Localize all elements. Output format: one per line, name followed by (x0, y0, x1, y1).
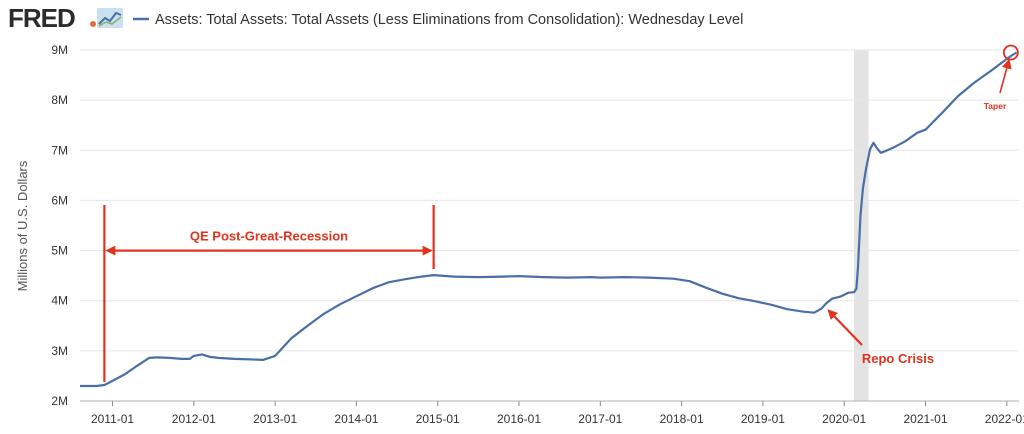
taper-arrow (999, 58, 1012, 94)
x-tick-label: 2011-01 (91, 412, 134, 426)
y-tick-label: 5M (51, 244, 68, 258)
repo-crisis-label: Repo Crisis (862, 351, 934, 366)
x-tick-label: 2021-01 (903, 412, 947, 426)
series-line (80, 51, 1018, 388)
fred-graph-icon (90, 8, 123, 28)
x-tick-label: 2014-01 (334, 412, 378, 426)
y-tick-label: 4M (51, 294, 68, 308)
y-axis-label: Millions of U.S. Dollars (15, 160, 30, 291)
y-tick-label: 3M (51, 344, 68, 358)
x-tick-label: 2017-01 (578, 412, 622, 426)
x-tick-label: 2022-01 (985, 412, 1024, 426)
y-tick-label: 2M (51, 394, 68, 408)
x-tick-label: 2020-01 (822, 412, 866, 426)
annotations: QE Post-Great-Recession Repo Crisis Taper (103, 44, 1019, 382)
x-tick-label: 2016-01 (497, 412, 541, 426)
x-tick-label: 2012-01 (172, 412, 216, 426)
repo-crisis-arrow (827, 309, 863, 346)
x-tick-label: 2019-01 (741, 412, 785, 426)
y-tick-label: 8M (51, 93, 68, 107)
y-tick-label: 7M (51, 143, 68, 157)
y-tick-label: 9M (51, 43, 68, 57)
x-tick-label: 2013-01 (253, 412, 297, 426)
taper-label: Taper (984, 101, 1007, 111)
legend-label: Assets: Total Assets: Total Assets (Less… (155, 12, 743, 28)
qe-annotation-label: QE Post-Great-Recession (190, 229, 348, 244)
recession-shading (853, 50, 869, 401)
fred-logo-text: FRED (8, 3, 75, 33)
x-tick-label: 2015-01 (416, 412, 460, 426)
x-tick-label: 2018-01 (660, 412, 704, 426)
y-tick-label: 6M (51, 193, 68, 207)
